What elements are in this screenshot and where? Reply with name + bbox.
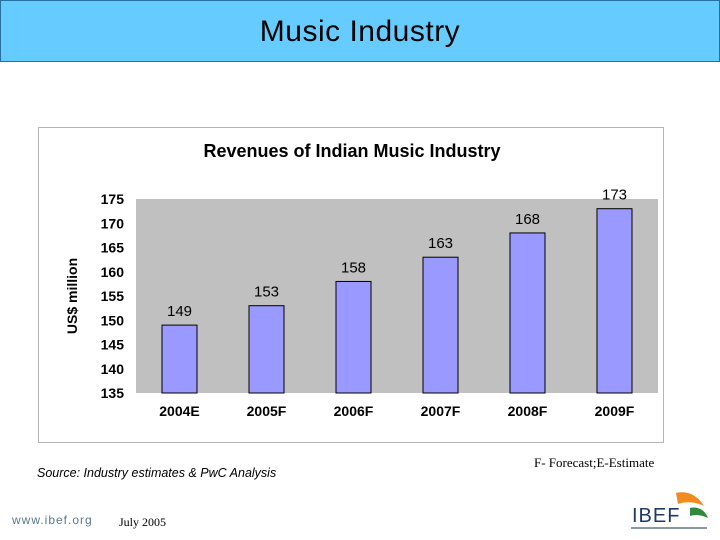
slide-title: Music Industry [260, 15, 460, 49]
data-label-2005F: 153 [254, 284, 279, 301]
y-tick-label-2: 145 [101, 337, 125, 353]
bar-2005F [249, 306, 284, 393]
y-tick-label-6: 165 [101, 240, 125, 256]
title-bar: Music Industry [0, 0, 720, 62]
y-tick-label-5: 160 [101, 264, 125, 280]
data-label-2004E: 149 [167, 303, 192, 320]
chart-container: Revenues of Indian Music Industry US$ mi… [38, 127, 664, 443]
bar-chart: Revenues of Indian Music Industry US$ mi… [39, 128, 663, 442]
data-label-2007F: 163 [428, 235, 453, 252]
y-tick-label-1: 140 [101, 361, 125, 377]
y-ticks-group: 135 140 145 150 155 160 165 170 175 [101, 191, 125, 401]
y-tick-label-7: 170 [101, 215, 125, 231]
legend-note: F- Forecast;E-Estimate [534, 455, 654, 471]
logo-text: IBEF [632, 505, 680, 528]
chart-title: Revenues of Indian Music Industry [203, 141, 500, 161]
footer-date: July 2005 [119, 515, 166, 530]
bar-2009F [597, 209, 632, 393]
data-label-2006F: 158 [341, 259, 366, 276]
logo-tagline-bar [631, 527, 707, 529]
y-tick-label-4: 155 [101, 288, 125, 304]
x-tick-label-2005F: 2005F [247, 403, 287, 419]
x-tick-label-2004E: 2004E [159, 403, 199, 419]
ibef-logo: IBEF [628, 490, 712, 532]
data-label-2009F: 173 [602, 187, 627, 204]
y-tick-label-0: 135 [101, 385, 125, 401]
plot-area [136, 199, 658, 393]
data-label-2008F: 168 [515, 211, 540, 228]
bar-2007F [423, 257, 458, 393]
bar-2004E [162, 325, 197, 393]
x-tick-label-2006F: 2006F [334, 403, 374, 419]
x-ticks-group: 2004E 2005F 2006F 2007F 2008F 2009F [159, 403, 635, 419]
source-note: Source: Industry estimates & PwC Analysi… [37, 466, 276, 480]
x-tick-label-2009F: 2009F [595, 403, 635, 419]
footer-url[interactable]: www.ibef.org [12, 513, 93, 527]
x-tick-label-2008F: 2008F [508, 403, 548, 419]
x-tick-label-2007F: 2007F [421, 403, 461, 419]
bar-2008F [510, 233, 545, 393]
y-axis-label: US$ million [64, 258, 80, 334]
bar-2006F [336, 281, 371, 393]
y-tick-label-8: 175 [101, 191, 125, 207]
y-tick-label-3: 150 [101, 312, 125, 328]
